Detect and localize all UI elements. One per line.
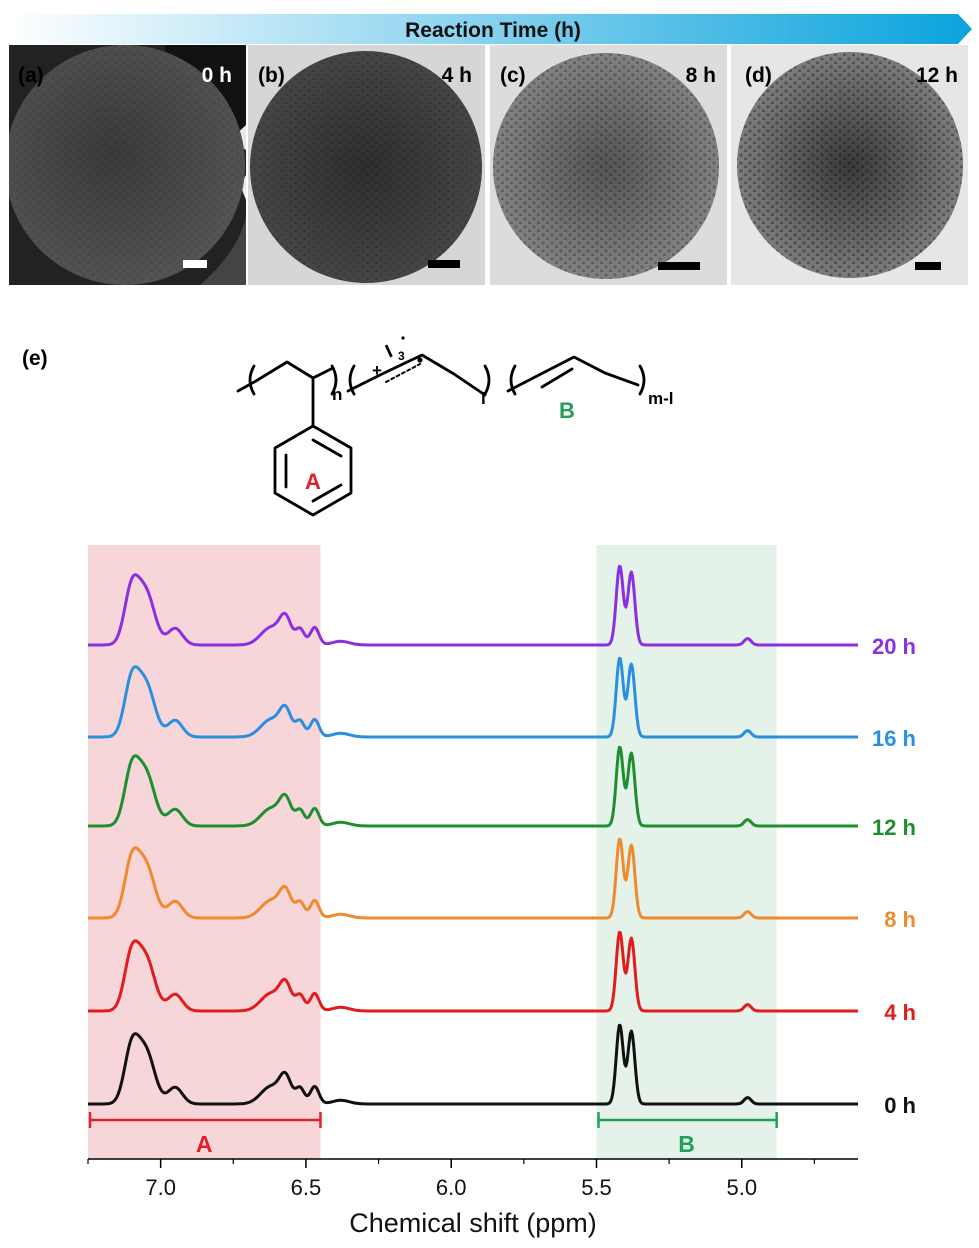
region-b [596,545,777,1159]
x-tick-label: 6.5 [291,1175,322,1200]
region-a [88,545,321,1159]
panel-time: 4 h [442,64,472,87]
panel-tag: (c) [500,64,526,87]
iodide-subscript: 3 [398,349,405,363]
bracket-left-1 [248,364,256,396]
spectrum-line-12h [87,745,859,828]
scale-bar [658,262,700,270]
phenyl-inner-bonds [284,438,343,503]
bracket-right-1 [330,364,338,396]
styrene-backbone [236,360,335,393]
panel-tag-e: (e) [22,347,48,370]
x-tick-label: 5.5 [581,1175,612,1200]
delocalized-bond [385,363,421,383]
scale-bar [183,260,207,268]
tem-panels: (a) 0 h (b) 4 h (c) 8 h (d) [9,45,968,285]
spectrum-line-4h [87,930,859,1013]
series-label: 4 h [884,1000,916,1025]
charge-plus: + [372,361,382,380]
tem-panel-a: (a) 0 h [9,45,246,285]
subscript-n: n [332,385,342,404]
region-label: A [196,1131,213,1157]
panel-tag: (b) [258,64,285,87]
panel-time: 0 h [202,64,232,87]
x-tick-label: 7.0 [145,1175,176,1200]
panel-time: 8 h [686,64,716,87]
polymer-structure [236,353,646,517]
panel-tag: (d) [745,64,772,87]
bracket-right-3 [638,364,646,396]
series-label: 16 h [872,726,916,751]
scale-bar [428,260,460,268]
bracket-left-2 [348,364,356,396]
panel-tag: (a) [18,64,44,87]
region-label: B [678,1131,695,1157]
subscript-l: l [481,389,486,408]
series-label: 12 h [872,815,916,840]
x-axis-title: Chemical shift (ppm) [349,1208,597,1238]
scale-bar [915,262,941,270]
ring-label-a: A [305,469,321,494]
x-axis-ticks: 7.0 6.5 6.0 5.5 5.0 [87,1159,816,1200]
tem-panel-c: (c) 8 h [490,45,727,285]
subscript-ml: m-l [648,389,674,408]
iodide-label: I [382,341,396,362]
nmr-spectra [87,564,859,1106]
reaction-time-banner: Reaction Time (h) [8,14,972,44]
x-tick-label: 6.0 [436,1175,467,1200]
butadiene-ionic-backbone [346,353,487,397]
panel-time: 12 h [916,64,958,87]
series-label: 20 h [872,634,916,659]
phenyl-ring [273,424,353,517]
radical-dot [417,357,423,363]
bracket-right-2 [483,364,491,396]
butadiene-backbone [506,355,640,393]
spectrum-line-20h [87,564,859,647]
x-tick-label: 5.0 [726,1175,757,1200]
nmr-series-labels: 0 h 4 h 8 h 12 h 16 h 20 h [872,634,916,1118]
bracket-left-3 [509,364,517,396]
tem-panel-d: (d) 12 h [731,45,968,285]
banner-title: Reaction Time (h) [405,19,581,42]
spectrum-line-16h [87,656,859,739]
tem-panel-b: (b) 4 h [248,45,485,285]
spectrum-line-8h [87,837,859,920]
nmr-regions [88,545,777,1159]
spectrum-line-0h [87,1023,859,1106]
double-bond-label-b: B [559,398,575,423]
double-bond [540,367,574,389]
series-label: 8 h [884,907,916,932]
series-label: 0 h [884,1093,916,1118]
banner-arrow [8,14,972,44]
